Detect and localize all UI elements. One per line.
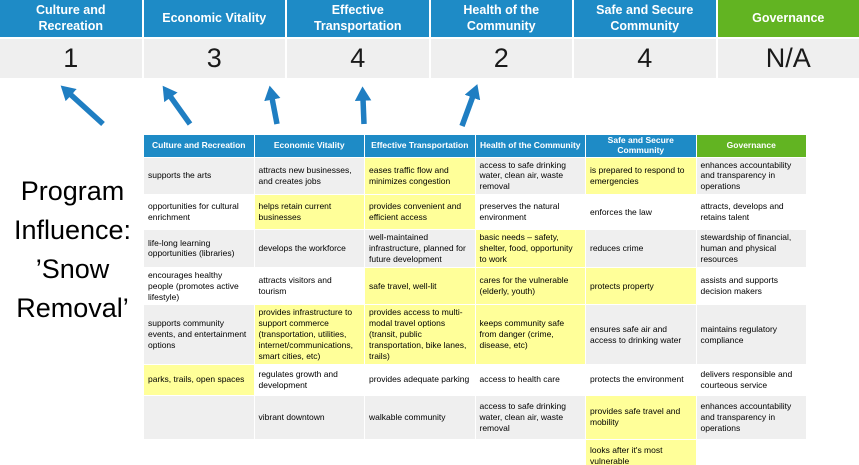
category-header: Effective Transportation bbox=[287, 0, 429, 37]
matrix-header-governance: Governance bbox=[695, 134, 807, 158]
page-title: Program Influence: ’Snow Removal’ bbox=[13, 176, 132, 324]
table-row: opportunities for cultural enrichment he… bbox=[143, 194, 807, 231]
matrix-cell bbox=[364, 438, 476, 465]
matrix-cell: walkable community bbox=[364, 394, 476, 440]
matrix-cell: attracts visitors and tourism bbox=[253, 266, 365, 306]
matrix-cell: supports community events, and entertain… bbox=[143, 304, 255, 365]
category-header: Safe and Secure Community bbox=[574, 0, 716, 37]
table-row: encourages healthy people (promotes acti… bbox=[143, 266, 807, 306]
matrix-cell: access to safe drinking water, clean air… bbox=[474, 394, 586, 440]
matrix-cell: enhances accountability and transparency… bbox=[695, 394, 807, 440]
matrix-cell: enforces the law bbox=[585, 194, 697, 231]
matrix-cell: regulates growth and development bbox=[253, 363, 365, 396]
matrix-cell: provides adequate parking bbox=[364, 363, 476, 396]
up-arrow-icon bbox=[162, 85, 193, 126]
summary-col-safe-and-secure-community: Safe and Secure Community 4 bbox=[574, 0, 716, 78]
matrix-header-effective-transportation: Effective Transportation bbox=[364, 134, 476, 158]
matrix-cell: is prepared to respond to emergencies bbox=[585, 156, 697, 196]
matrix-cell: safe travel, well-lit bbox=[364, 266, 476, 306]
table-row: supports community events, and entertain… bbox=[143, 304, 807, 365]
matrix-cell: helps retain current businesses bbox=[253, 194, 365, 231]
matrix-cell bbox=[143, 438, 255, 465]
table-row: parks, trails, open spaces regulates gro… bbox=[143, 363, 807, 396]
matrix-cell: assists and supports decision makers bbox=[695, 266, 807, 306]
up-arrow-icon bbox=[459, 84, 481, 127]
table-row: looks after it's most vulnerable bbox=[143, 438, 807, 465]
matrix-cell: provides convenient and efficient access bbox=[364, 194, 476, 231]
matrix-cell: protects property bbox=[585, 266, 697, 306]
matrix-header-economic-vitality: Economic Vitality bbox=[253, 134, 365, 158]
matrix-cell: basic needs – safety, shelter, food, opp… bbox=[474, 229, 586, 268]
matrix-header-health-of-the-community: Health of the Community bbox=[474, 134, 586, 158]
up-arrow-icon bbox=[264, 85, 281, 125]
matrix-cell: opportunities for cultural enrichment bbox=[143, 194, 255, 231]
matrix-cell bbox=[474, 438, 586, 465]
category-score: 4 bbox=[287, 39, 429, 78]
category-score: 4 bbox=[574, 39, 716, 78]
matrix-cell: well-maintained infrastructure, planned … bbox=[364, 229, 476, 268]
table-row: vibrant downtown walkable community acce… bbox=[143, 394, 807, 440]
matrix-cell: eases traffic flow and minimizes congest… bbox=[364, 156, 476, 196]
summary-col-economic-vitality: Economic Vitality 3 bbox=[143, 0, 285, 78]
category-header: Culture and Recreation bbox=[0, 0, 142, 37]
matrix-cell: supports the arts bbox=[143, 156, 255, 196]
matrix-cell: enhances accountability and transparency… bbox=[695, 156, 807, 196]
table-row: life-long learning opportunities (librar… bbox=[143, 229, 807, 268]
matrix-cell: provides infrastructure to support comme… bbox=[253, 304, 365, 365]
summary-col-health-of-the-community: Health of the Community 2 bbox=[430, 0, 572, 78]
up-arrow-icon bbox=[354, 86, 372, 125]
category-score: 3 bbox=[143, 39, 285, 78]
category-score: 2 bbox=[430, 39, 572, 78]
matrix-cell: attracts new businesses, and creates job… bbox=[253, 156, 365, 196]
category-score: 1 bbox=[0, 39, 142, 78]
matrix-cell: develops the workforce bbox=[253, 229, 365, 268]
matrix-cell: ensures safe air and access to drinking … bbox=[585, 304, 697, 365]
matrix-cell bbox=[253, 438, 365, 465]
matrix-cell: preserves the natural environment bbox=[474, 194, 586, 231]
category-header: Economic Vitality bbox=[143, 0, 285, 37]
summary-col-effective-transportation: Effective Transportation 4 bbox=[287, 0, 429, 78]
influence-arrows bbox=[60, 84, 481, 127]
matrix-cell: attracts, develops and retains talent bbox=[695, 194, 807, 231]
matrix-cell: parks, trails, open spaces bbox=[143, 363, 255, 396]
matrix-header-safe-and-secure-community: Safe and Secure Community bbox=[585, 134, 697, 158]
category-score: N/A bbox=[717, 39, 859, 78]
matrix-cell: vibrant downtown bbox=[253, 394, 365, 440]
summary-col-governance: Governance N/A bbox=[717, 0, 859, 78]
category-header: Governance bbox=[717, 0, 859, 37]
influence-matrix-table: Culture and Recreation Economic Vitality… bbox=[143, 134, 807, 465]
matrix-cell: delivers responsible and courteous servi… bbox=[695, 363, 807, 396]
matrix-cell: looks after it's most vulnerable bbox=[585, 438, 697, 465]
matrix-header-row: Culture and Recreation Economic Vitality… bbox=[143, 134, 807, 158]
matrix-cell: maintains regulatory compliance bbox=[695, 304, 807, 365]
summary-col-culture-and-recreation: Culture and Recreation 1 bbox=[0, 0, 142, 78]
matrix-cell bbox=[695, 438, 807, 465]
up-arrow-icon bbox=[60, 85, 105, 127]
matrix-cell: keeps community safe from danger (crime,… bbox=[474, 304, 586, 365]
matrix-cell: life-long learning opportunities (librar… bbox=[143, 229, 255, 268]
table-row: supports the arts attracts new businesse… bbox=[143, 156, 807, 196]
matrix-cell: provides safe travel and mobility bbox=[585, 394, 697, 440]
matrix-cell: stewardship of financial, human and phys… bbox=[695, 229, 807, 268]
matrix-cell: protects the environment bbox=[585, 363, 697, 396]
matrix-cell: provides access to multi-modal travel op… bbox=[364, 304, 476, 365]
matrix-cell: reduces crime bbox=[585, 229, 697, 268]
matrix-cell: encourages healthy people (promotes acti… bbox=[143, 266, 255, 306]
matrix-header-culture-and-recreation: Culture and Recreation bbox=[143, 134, 255, 158]
summary-band: Culture and Recreation 1 Economic Vitali… bbox=[0, 0, 859, 78]
matrix-cell: access to health care bbox=[474, 363, 586, 396]
category-header: Health of the Community bbox=[430, 0, 572, 37]
matrix-cell bbox=[143, 394, 255, 440]
matrix-cell: access to safe drinking water, clean air… bbox=[474, 156, 586, 196]
matrix-cell: cares for the vulnerable (elderly, youth… bbox=[474, 266, 586, 306]
